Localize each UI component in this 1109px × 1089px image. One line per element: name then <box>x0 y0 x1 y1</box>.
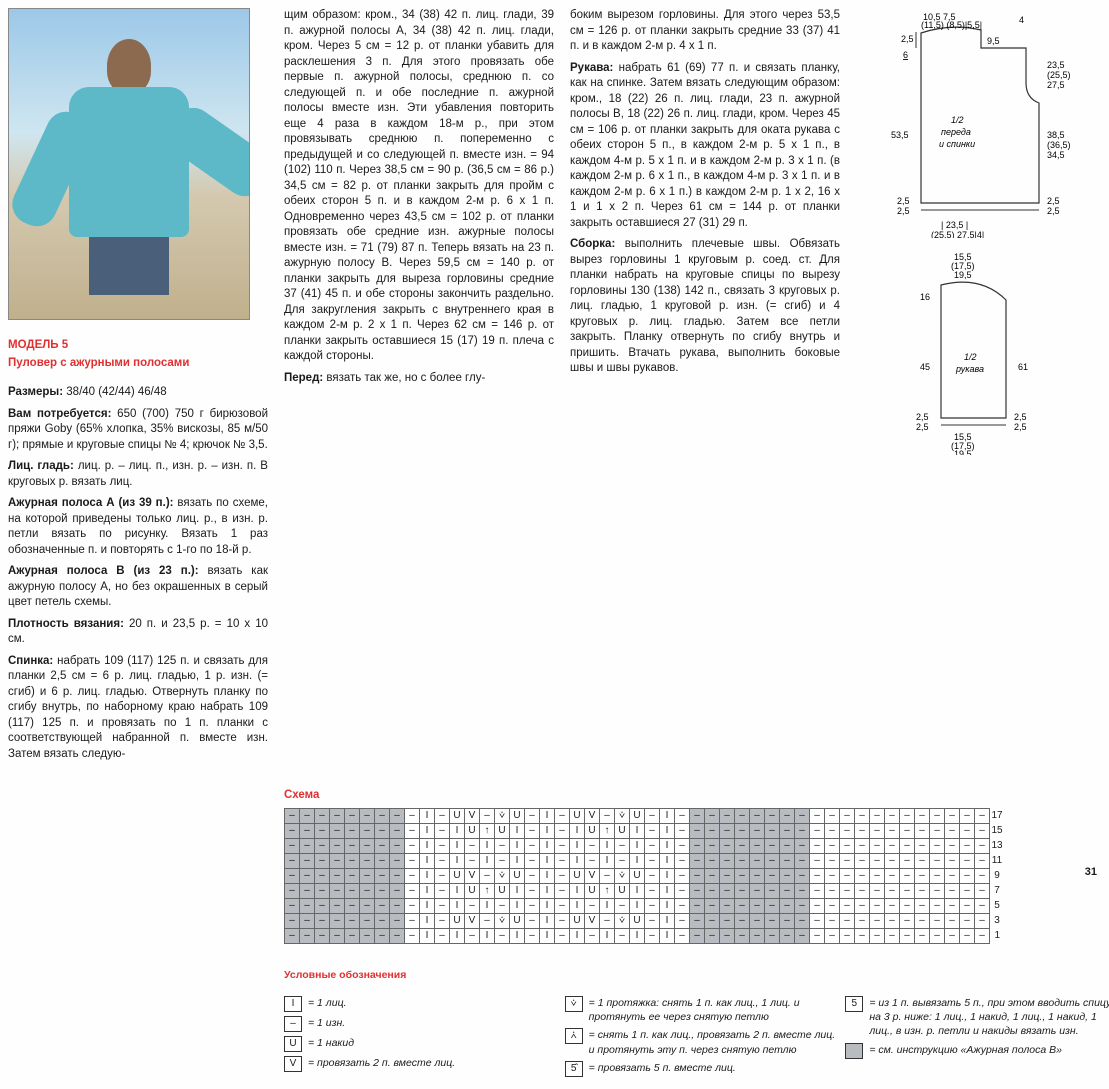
svg-text:19,5: 19,5 <box>954 449 972 455</box>
front-instructions: Перед: вязать так же, но с более глу- <box>284 371 554 387</box>
sleeve-instructions: Рукава: набрать 61 (69) 77 п. и связать … <box>570 61 840 232</box>
svg-text:2,5: 2,5 <box>1047 196 1060 206</box>
lace-stripe-a: Ажурная полоса А (из 39 п.): вязать по с… <box>8 496 268 558</box>
svg-text:34,5: 34,5 <box>1047 150 1065 160</box>
svg-text:6: 6 <box>903 50 908 60</box>
col3-text: боким вырезом горловины. Для этого через… <box>570 8 840 55</box>
legend-heading: Условные обозначения <box>284 968 1109 982</box>
svg-text:1/2: 1/2 <box>951 115 964 125</box>
svg-text:38,5: 38,5 <box>1047 130 1065 140</box>
legend-col-1: I = 1 лиц. – = 1 изн. U = 1 накид V = пр… <box>284 996 555 1081</box>
svg-text:2,5: 2,5 <box>1014 422 1027 432</box>
svg-text:и спинки: и спинки <box>939 139 975 149</box>
svg-text:переда: переда <box>941 127 971 137</box>
lace-stripe-b: Ажурная полоса В (из 23 п.): вязать как … <box>8 564 268 611</box>
page-number: 31 <box>1085 865 1097 880</box>
legend-col-2: ⩒ = 1 протяжка: снять 1 п. как лиц., 1 л… <box>565 996 836 1081</box>
svg-text:| 23,5 |: | 23,5 | <box>941 220 968 230</box>
svg-text:2,5: 2,5 <box>897 206 910 216</box>
svg-text:4: 4 <box>1019 15 1024 25</box>
svg-text:2,5: 2,5 <box>1047 206 1060 216</box>
assembly-instructions: Сборка: выполнить плечевые швы. Обвязать… <box>570 237 840 377</box>
svg-text:2,5: 2,5 <box>901 34 914 44</box>
legend-col-3: 5 = из 1 п. вывязать 5 п., при этом ввод… <box>845 996 1109 1081</box>
schema-heading: Схема <box>284 788 1109 804</box>
materials: Вам потребуется: 650 (700) 750 г бирюзов… <box>8 407 268 454</box>
svg-text:53,5: 53,5 <box>891 130 909 140</box>
svg-text:(25,5): (25,5) <box>1047 70 1071 80</box>
svg-text:61: 61 <box>1018 362 1028 372</box>
svg-text:23,5: 23,5 <box>1047 60 1065 70</box>
model-number: МОДЕЛЬ 5 <box>8 338 268 354</box>
model-photo <box>8 8 250 320</box>
knitting-chart: –––––––––I–UV–⩒U–I–UV–⩒U–I––––––––––––––… <box>284 808 1005 944</box>
svg-text:45: 45 <box>920 362 930 372</box>
sleeve-schematic: 15,5 (17,5) 19,5 16 45 1/2 рукава 61 2,5… <box>886 250 1086 455</box>
svg-text:16: 16 <box>920 292 930 302</box>
svg-text:(11,5) (8,5)|5,5|: (11,5) (8,5)|5,5| <box>921 20 982 30</box>
svg-text:2,5: 2,5 <box>1014 412 1027 422</box>
svg-text:9,5: 9,5 <box>987 36 1000 46</box>
stitch-stockinette: Лиц. гладь: лиц. р. – лиц. п., изн. р. –… <box>8 459 268 490</box>
svg-text:рукава: рукава <box>955 364 984 374</box>
model-name: Пуловер с ажурными полосами <box>8 356 268 372</box>
svg-text:2,5: 2,5 <box>916 412 929 422</box>
svg-text:1/2: 1/2 <box>964 352 977 362</box>
svg-text:2,5: 2,5 <box>897 196 910 206</box>
sizes: Размеры: 38/40 (42/44) 46/48 <box>8 385 268 401</box>
svg-text:19,5: 19,5 <box>954 270 972 280</box>
body-schematic: 10,5 7,5 (11,5) (8,5)|5,5| 4 2,5 6 9,5 2… <box>871 8 1101 238</box>
back-instructions: Спинка: набрать 109 (117) 125 п. и связа… <box>8 654 268 763</box>
svg-text:(36,5): (36,5) <box>1047 140 1071 150</box>
svg-text:(25,5) 27,5|4|: (25,5) 27,5|4| <box>931 230 984 238</box>
col2-text: щим образом: кром., 34 (38) 42 п. лиц. г… <box>284 8 554 365</box>
svg-text:27,5: 27,5 <box>1047 80 1065 90</box>
gauge: Плотность вязания: 20 п. и 23,5 р. = 10 … <box>8 617 268 648</box>
svg-text:2,5: 2,5 <box>916 422 929 432</box>
